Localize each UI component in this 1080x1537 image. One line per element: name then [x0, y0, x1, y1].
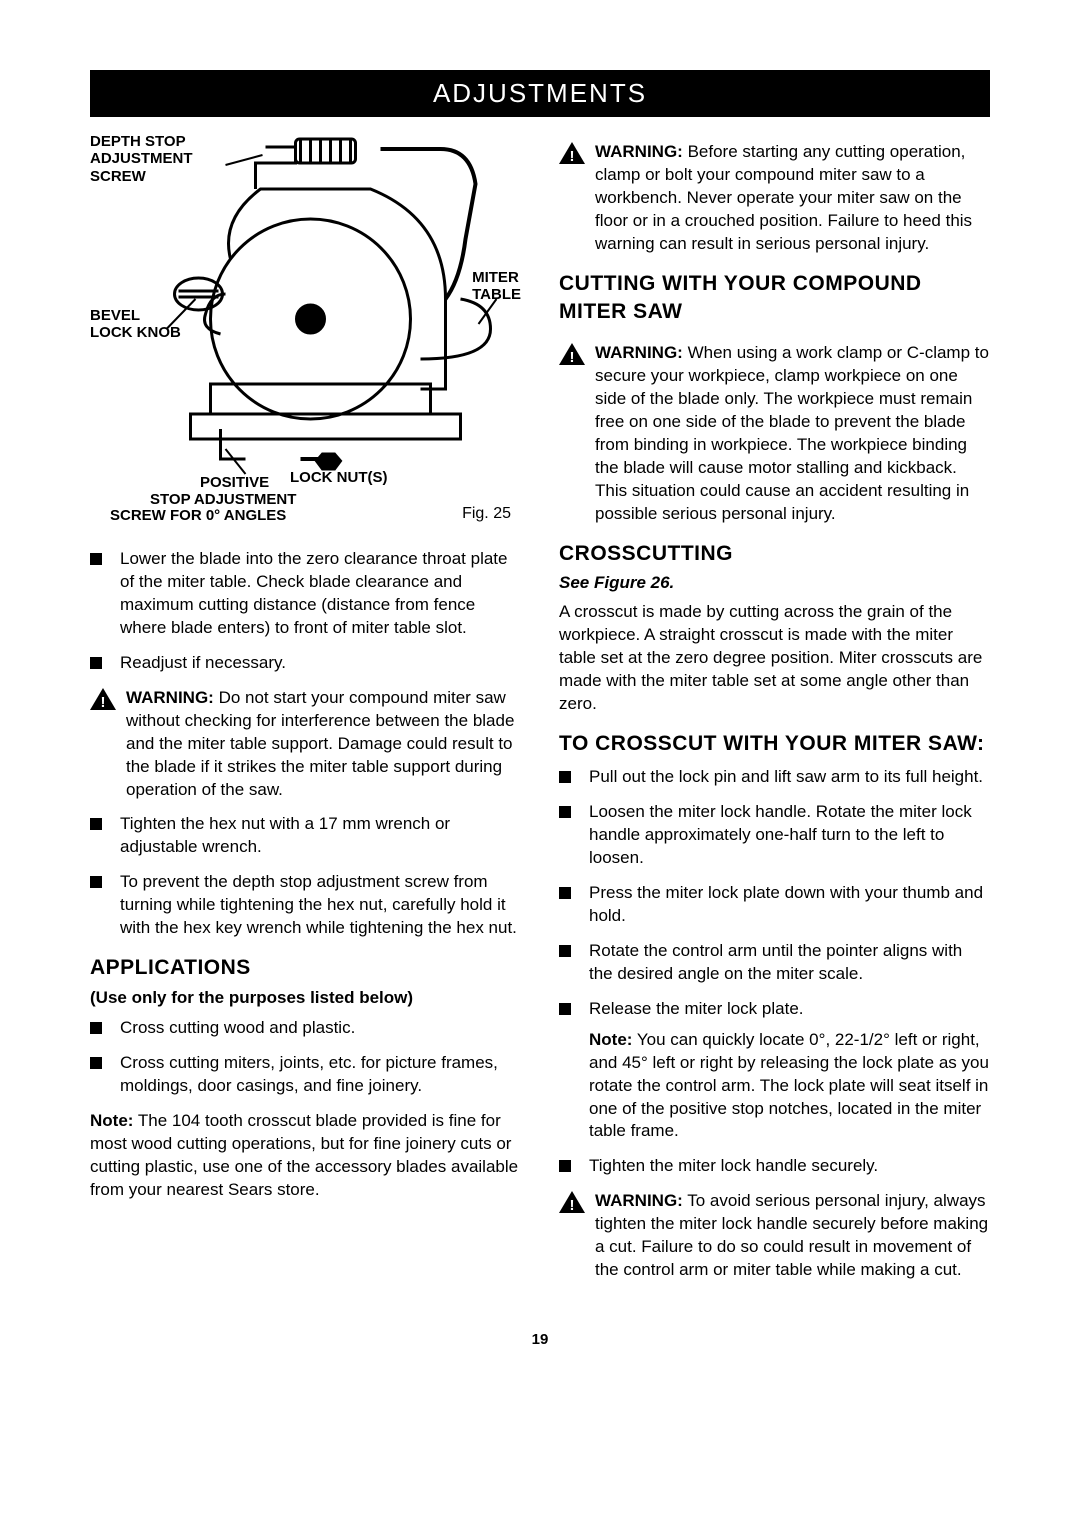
- warning-text: When using a work clamp or C-clamp to se…: [595, 343, 989, 523]
- label-stop-adj: STOP ADJUSTMENT: [150, 491, 296, 508]
- list-item: Tighten the miter lock handle securely.: [559, 1155, 990, 1178]
- crosscut-note: Note: You can quickly locate 0°, 22-1/2°…: [559, 1029, 990, 1144]
- crosscutting-heading: CROSSCUTTING: [559, 540, 990, 568]
- applications-list: Cross cutting wood and plastic. Cross cu…: [90, 1017, 521, 1098]
- list-item: Lower the blade into the zero clearance …: [90, 548, 521, 640]
- list-item: Pull out the lock pin and lift saw arm t…: [559, 766, 990, 789]
- warning-icon: !: [559, 343, 585, 365]
- list-item: Release the miter lock plate.: [559, 998, 990, 1021]
- list-item: Readjust if necessary.: [90, 652, 521, 675]
- list-item: Loosen the miter lock handle. Rotate the…: [559, 801, 990, 870]
- warning-block: ! WARNING: Before starting any cutting o…: [559, 141, 990, 256]
- cutting-heading: CUTTING WITH YOUR COMPOUND MITER SAW: [559, 270, 990, 327]
- svg-text:!: !: [570, 349, 575, 365]
- warning-block: ! WARNING: Do not start your compound mi…: [90, 687, 521, 802]
- svg-text:!: !: [570, 148, 575, 164]
- to-crosscut-heading: TO CROSSCUT WITH YOUR MITER SAW:: [559, 730, 990, 758]
- warning-icon: !: [90, 688, 116, 710]
- list-item: Tighten the hex nut with a 17 mm wrench …: [90, 813, 521, 859]
- applications-sub: (Use only for the purposes listed below): [90, 987, 521, 1010]
- see-figure-26: See Figure 26.: [559, 572, 990, 595]
- list-item: Cross cutting wood and plastic.: [90, 1017, 521, 1040]
- page-title-bar: ADJUSTMENTS: [90, 70, 990, 117]
- warning-block: ! WARNING: When using a work clamp or C-…: [559, 342, 990, 526]
- list-item: Cross cutting miters, joints, etc. for p…: [90, 1052, 521, 1098]
- page-number: 19: [90, 1330, 990, 1350]
- warning-icon: !: [559, 142, 585, 164]
- svg-text:!: !: [101, 694, 106, 710]
- list-item: Press the miter lock plate down with you…: [559, 882, 990, 928]
- warning-block: ! WARNING: To avoid serious personal inj…: [559, 1190, 990, 1282]
- figure-caption: Fig. 25: [462, 503, 511, 525]
- label-miter-table: MITER TABLE: [472, 269, 521, 304]
- crosscut-steps: Pull out the lock pin and lift saw arm t…: [559, 766, 990, 1020]
- crosscut-steps-2: Tighten the miter lock handle securely.: [559, 1155, 990, 1178]
- list-item: Rotate the control arm until the pointer…: [559, 940, 990, 986]
- right-column: ! WARNING: Before starting any cutting o…: [559, 129, 990, 1294]
- svg-text:!: !: [570, 1197, 575, 1213]
- label-positive: POSITIVE: [200, 474, 269, 491]
- applications-heading: APPLICATIONS: [90, 954, 521, 982]
- label-screw-for: SCREW FOR 0° ANGLES: [110, 507, 286, 524]
- left-bullets-1: Lower the blade into the zero clearance …: [90, 548, 521, 675]
- list-item: To prevent the depth stop adjustment scr…: [90, 871, 521, 940]
- left-bullets-2: Tighten the hex nut with a 17 mm wrench …: [90, 813, 521, 940]
- content-columns: DEPTH STOP ADJUSTMENT SCREW BEVEL LOCK K…: [90, 129, 990, 1294]
- applications-note: Note: The 104 tooth crosscut blade provi…: [90, 1110, 521, 1202]
- figure-25: DEPTH STOP ADJUSTMENT SCREW BEVEL LOCK K…: [90, 129, 521, 524]
- warning-icon: !: [559, 1191, 585, 1213]
- crosscut-paragraph: A crosscut is made by cutting across the…: [559, 601, 990, 716]
- left-column: DEPTH STOP ADJUSTMENT SCREW BEVEL LOCK K…: [90, 129, 521, 1294]
- label-bevel-lock: BEVEL LOCK KNOB: [90, 307, 181, 342]
- label-depth-stop: DEPTH STOP ADJUSTMENT SCREW: [90, 133, 193, 185]
- label-lock-nuts: LOCK NUT(S): [290, 469, 388, 486]
